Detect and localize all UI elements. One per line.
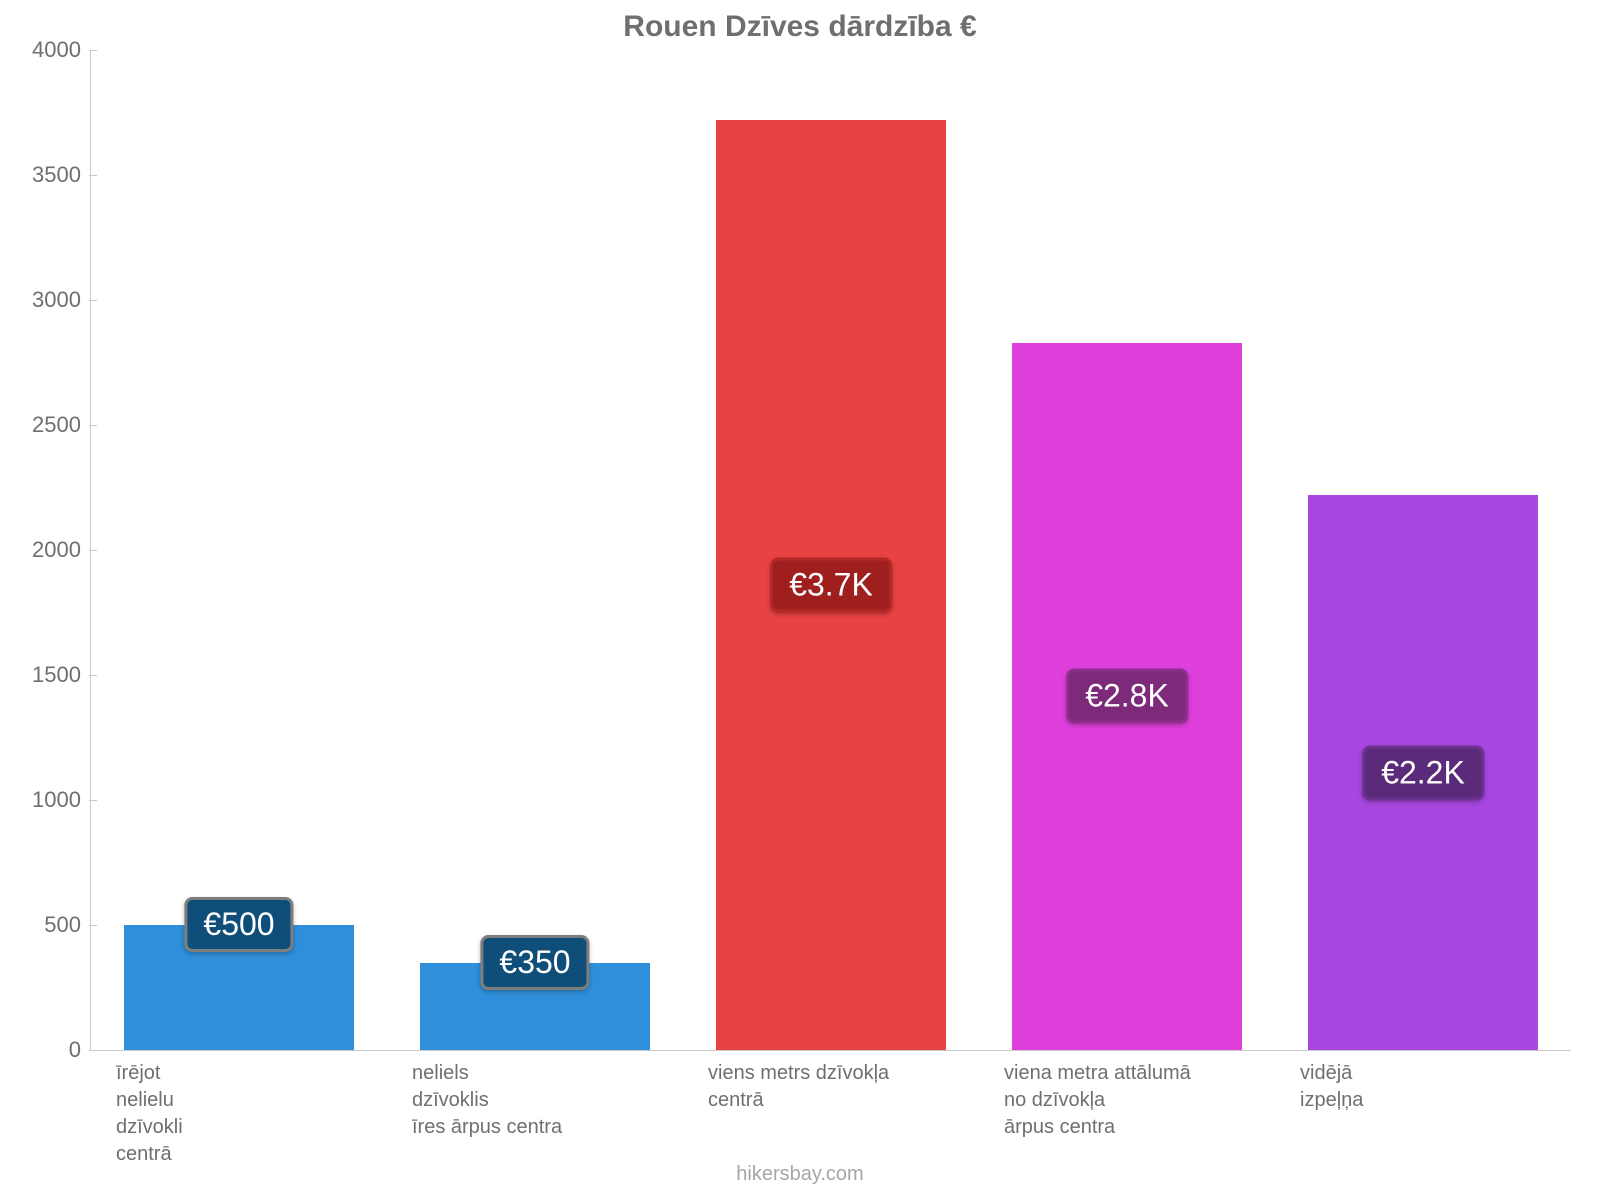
bar: €2.2K [1308, 495, 1539, 1050]
y-tick: 2500 [21, 412, 81, 438]
bar: €350 [420, 963, 651, 1051]
bar-slot: €2.8K [979, 50, 1275, 1050]
x-axis-label: vidējāizpeļņa [1274, 1060, 1570, 1168]
x-axis-labels: īrējotnelieludzīvoklicentrānelielsdzīvok… [90, 1060, 1570, 1168]
y-tick: 1000 [21, 787, 81, 813]
bar-slot: €3.7K [683, 50, 979, 1050]
y-tick: 4000 [21, 37, 81, 63]
cost-of-living-chart: Rouen Dzīves dārdzība € €500 €350 €3.7K €2.… [0, 0, 1600, 1200]
value-badge: €500 [184, 897, 293, 952]
x-axis-label: viena metra attālumāno dzīvokļaārpus cen… [978, 1060, 1274, 1168]
y-tick: 0 [21, 1037, 81, 1063]
bar: €2.8K [1012, 343, 1243, 1051]
bar: €500 [124, 925, 355, 1050]
y-tick: 2000 [21, 537, 81, 563]
x-axis-label: īrējotnelieludzīvoklicentrā [90, 1060, 386, 1168]
plot-area: €500€350€3.7K€2.8K€2.2K 0500100015002000… [90, 50, 1571, 1051]
x-axis-label: nelielsdzīvoklisīres ārpus centra [386, 1060, 682, 1168]
bar-slot: €350 [387, 50, 683, 1050]
y-tick: 1500 [21, 662, 81, 688]
y-tick: 3000 [21, 287, 81, 313]
bar-slot: €2.2K [1275, 50, 1571, 1050]
bar: €3.7K [716, 120, 947, 1050]
bar-slot: €500 [91, 50, 387, 1050]
attribution-text: hikersbay.com [0, 1163, 1600, 1186]
value-badge: €3.7K [770, 558, 892, 613]
value-badge: €2.2K [1362, 745, 1484, 800]
y-tick: 3500 [21, 162, 81, 188]
value-badge: €350 [480, 935, 589, 990]
value-badge: €2.8K [1066, 669, 1188, 724]
y-tick: 500 [21, 912, 81, 938]
bars-container: €500 €350 €3.7K €2.8K €2.2K [91, 50, 1571, 1050]
x-axis-label: viens metrs dzīvokļacentrā [682, 1060, 978, 1168]
chart-title: Rouen Dzīves dārdzība € [0, 10, 1600, 44]
